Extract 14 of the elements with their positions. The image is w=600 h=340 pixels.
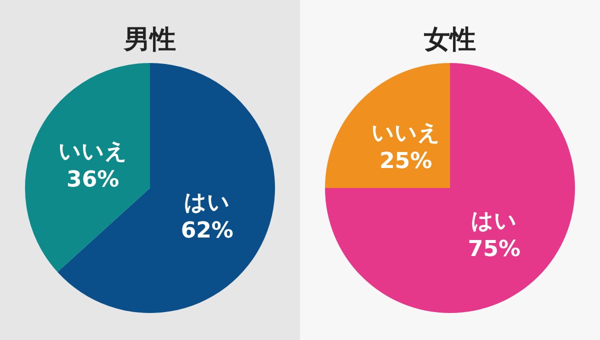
pie-slice	[325, 63, 450, 188]
pie-slice	[325, 63, 575, 313]
data-label: 75%	[468, 237, 521, 262]
data-label: 62%	[180, 218, 234, 244]
slice-label: はい	[471, 209, 518, 234]
pie-slice	[57, 63, 275, 313]
slice-label: いいえ	[371, 120, 440, 146]
data-label: 25%	[379, 148, 432, 174]
slice-label: はい	[184, 190, 230, 216]
chart-title: 男性	[123, 25, 176, 55]
slice-label: いいえ	[58, 140, 128, 165]
data-label: 36%	[66, 168, 120, 193]
pie-slice	[25, 63, 150, 272]
chart-title: 女性	[423, 25, 476, 55]
